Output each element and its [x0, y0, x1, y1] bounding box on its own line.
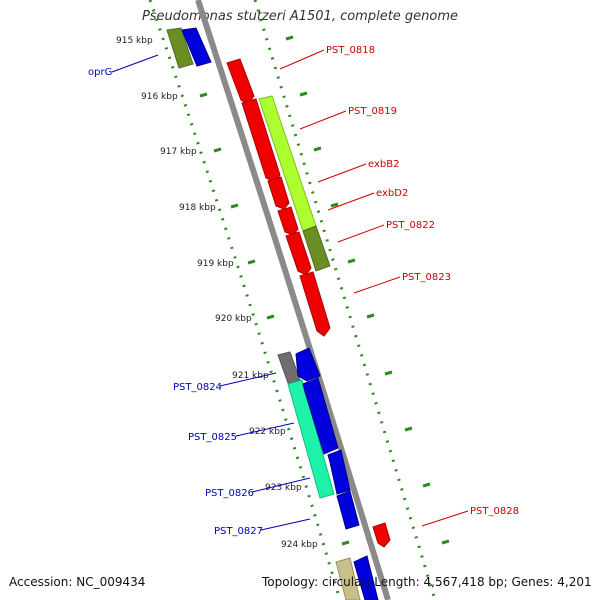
gene-PST_0823[interactable] — [299, 271, 331, 337]
tick-mark-inner — [341, 540, 350, 546]
gene-label-PST_0823[interactable]: PST_0823 — [402, 272, 451, 283]
gene-leader-line — [279, 49, 325, 70]
genome-backbone — [195, 0, 391, 600]
gene-label-PST_0827[interactable]: PST_0827 — [214, 526, 263, 537]
gene-leader-line — [353, 276, 401, 294]
tick-mark-outer — [422, 482, 431, 488]
tick-label: 917 kbp — [160, 147, 197, 157]
accession-label: Accession: NC_009434 — [9, 575, 146, 589]
tick-label: 920 kbp — [215, 314, 252, 324]
gene-label-exbB2[interactable]: exbB2 — [368, 159, 399, 170]
gene-leader-line — [235, 422, 295, 437]
tick-mark-outer — [366, 313, 375, 319]
gene-PST_0822-olive[interactable] — [302, 225, 331, 272]
tick-mark-inner — [199, 92, 208, 98]
tick-mark-outer — [285, 35, 294, 41]
tick-mark-inner — [266, 314, 275, 320]
reverse-strand-genes — [166, 27, 379, 600]
gene-label-PST_0822[interactable]: PST_0822 — [386, 220, 435, 231]
tick-mark-outer — [313, 146, 322, 152]
tick-label: 916 kbp — [141, 92, 178, 102]
gene-PST_0825[interactable] — [287, 379, 335, 499]
gene-leader-line — [299, 110, 347, 130]
gene-exbB2[interactable] — [267, 176, 290, 210]
gene-PST_0827[interactable] — [336, 490, 360, 530]
gene-exbD2[interactable] — [277, 206, 299, 236]
gene-leader-line — [327, 192, 375, 211]
gene-PST_0822[interactable] — [285, 231, 312, 276]
gene-label-PST_0828[interactable]: PST_0828 — [470, 506, 519, 517]
gene-label-PST_0818[interactable]: PST_0818 — [326, 45, 375, 56]
tick-label: 919 kbp — [197, 259, 234, 269]
gene-label-exbD2[interactable]: exbD2 — [376, 188, 408, 199]
gene-PST_0826-a[interactable] — [295, 347, 321, 382]
gene-label-PST_0824[interactable]: PST_0824 — [173, 382, 222, 393]
gene-PST_0826-b[interactable] — [302, 377, 339, 455]
gene-label-PST_0826[interactable]: PST_0826 — [205, 488, 254, 499]
gene-bottom-blue[interactable] — [353, 555, 379, 600]
tick-mark-inner — [213, 147, 222, 153]
gene-label-PST_0825[interactable]: PST_0825 — [188, 432, 237, 443]
kbp-tick-marks: 915 kbp 916 kbp 917 kbp 918 kbp 919 kbp 920 k… — [116, 35, 450, 550]
gene-PST_0826-c[interactable] — [327, 449, 351, 495]
tick-mark-inner — [230, 203, 239, 209]
tick-label: 921 kbp — [232, 371, 269, 381]
gene-leader-line — [421, 510, 469, 527]
tick-label: 924 kbp — [281, 540, 318, 550]
tick-label: 915 kbp — [116, 36, 153, 46]
gene-oprG-part2[interactable] — [181, 27, 212, 67]
gene-labels: oprG PST_0818 PST_0819 exbB2 exbD2 PST_0822 PS… — [88, 45, 519, 537]
tick-mark-outer — [330, 202, 339, 208]
gene-leader-line — [260, 518, 311, 531]
tick-label: 922 kbp — [249, 427, 286, 437]
gene-PST_0828[interactable] — [372, 522, 391, 548]
tick-mark-inner — [247, 259, 256, 265]
gene-label-PST_0819[interactable]: PST_0819 — [348, 106, 397, 117]
tick-mark-outer — [384, 370, 393, 376]
forward-strand-genes — [226, 58, 391, 548]
tick-label: 918 kbp — [179, 203, 216, 213]
tick-label: 923 kbp — [265, 483, 302, 493]
gene-leader-line — [337, 224, 385, 243]
gene-leader-line — [251, 477, 311, 493]
gene-leader-line — [111, 54, 159, 73]
tick-mark-outer — [347, 258, 356, 264]
tick-mark-outer — [299, 91, 308, 97]
gene-leader-line — [219, 372, 277, 387]
gene-leader-line — [317, 163, 367, 183]
gene-PST_0824[interactable] — [277, 351, 301, 384]
inner-ruler-dotted — [148, 0, 342, 600]
genome-title: Pseudomonas stutzeri A1501, complete gen… — [141, 9, 459, 24]
gene-oprG-part1[interactable] — [166, 27, 194, 69]
gene-bottom-khaki[interactable] — [335, 557, 361, 600]
gene-label-oprG[interactable]: oprG — [88, 67, 112, 78]
genome-summary-label: Topology: circular; Length: 4,567,418 bp… — [262, 575, 592, 589]
tick-mark-outer — [441, 539, 450, 545]
tick-mark-outer — [404, 426, 413, 432]
